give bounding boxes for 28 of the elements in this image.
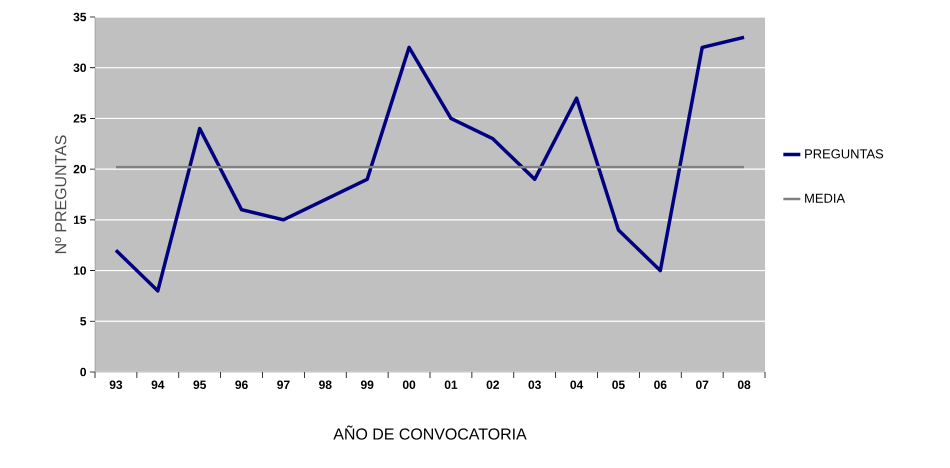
legend-label: MEDIA <box>805 194 846 203</box>
y-tick-label: 10 <box>74 266 86 275</box>
x-tick-label: 93 <box>110 380 122 390</box>
y-tick-label: 25 <box>74 114 86 123</box>
x-tick-label: 98 <box>319 380 332 389</box>
x-tick-label: 95 <box>193 380 206 389</box>
x-tick-label: 06 <box>654 380 667 389</box>
y-tick-label: 20 <box>74 164 86 174</box>
x-tick-label: 94 <box>152 380 164 389</box>
x-axis-title: AÑO DE CONVOCATORIA <box>333 426 527 440</box>
x-tick-label: 01 <box>444 380 458 389</box>
y-tick-label: 5 <box>80 317 86 326</box>
y-tick-label: 30 <box>73 63 86 72</box>
x-tick-label: 03 <box>528 380 541 390</box>
x-tick-label: 99 <box>360 380 374 389</box>
x-tick-label: 07 <box>696 380 708 389</box>
x-tick-label: 02 <box>486 380 499 389</box>
x-tick-label: 04 <box>570 380 584 389</box>
y-axis-title: Nº PREGUNTAS <box>55 135 66 254</box>
x-tick-label: 08 <box>738 380 750 389</box>
legend-label: PREGUNTAS <box>805 149 884 158</box>
x-tick-label: 00 <box>402 380 416 389</box>
y-tick-label: 15 <box>74 216 86 224</box>
x-tick-label: 05 <box>612 380 625 389</box>
x-tick-label: 97 <box>277 380 290 389</box>
y-tick-label: 0 <box>80 368 86 376</box>
y-tick-label: 35 <box>73 12 86 22</box>
x-tick-label: 96 <box>235 380 248 389</box>
